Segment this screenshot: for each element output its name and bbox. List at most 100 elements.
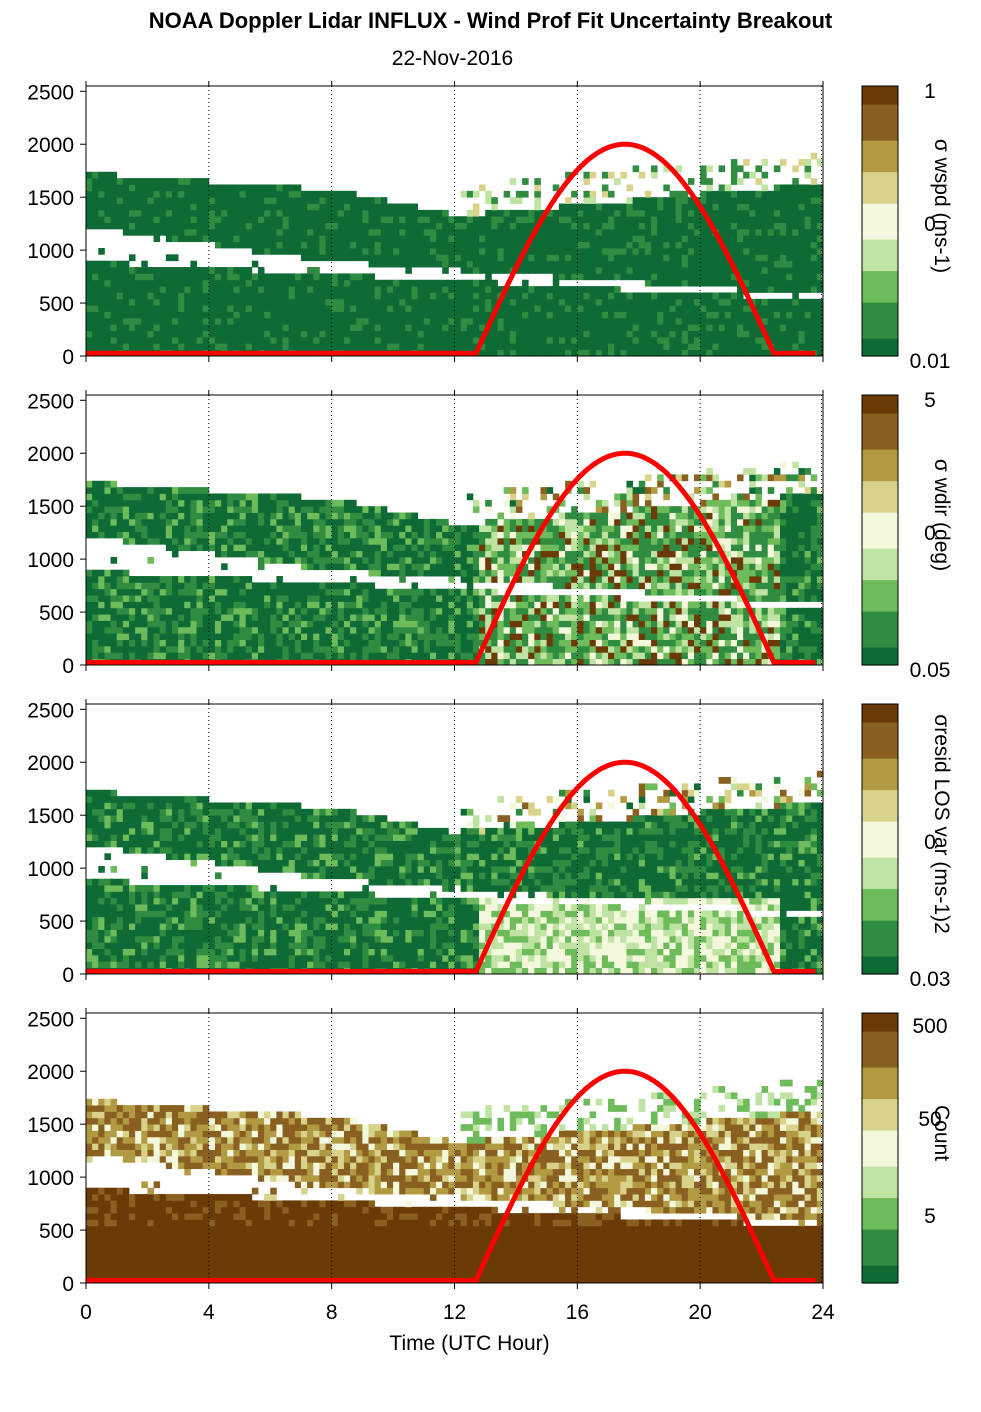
heatmap-cell	[368, 241, 376, 249]
heatmap-cell	[503, 614, 511, 621]
heatmap-cell	[343, 241, 351, 249]
heatmap-cell	[319, 525, 326, 532]
heatmap-cell	[386, 298, 394, 306]
heatmap-cell	[184, 317, 191, 325]
heatmap-cell	[190, 209, 197, 217]
heatmap-cell	[116, 203, 124, 211]
heatmap-cell	[122, 639, 130, 647]
heatmap-cell	[104, 298, 111, 306]
heatmap-cell	[245, 235, 253, 243]
heatmap-cell	[429, 626, 437, 634]
heatmap-cell	[571, 658, 578, 666]
heatmap-cell	[288, 343, 296, 351]
heatmap-cell	[245, 330, 253, 338]
heatmap-cell	[135, 311, 142, 319]
heatmap-cell	[227, 343, 234, 351]
heatmap-cell	[98, 267, 105, 274]
heatmap-cell	[251, 512, 259, 520]
heatmap-cell	[288, 286, 296, 293]
heatmap-cell	[583, 544, 591, 552]
heatmap-cell	[86, 178, 93, 185]
heatmap-cell	[804, 330, 812, 338]
heatmap-cell	[491, 645, 498, 653]
heatmap-cell	[423, 563, 431, 571]
heatmap-cell	[110, 279, 118, 287]
heatmap-cell	[466, 298, 474, 306]
heatmap-cell	[675, 292, 683, 300]
heatmap-cell	[233, 292, 240, 300]
heatmap-cell	[515, 525, 523, 532]
heatmap-cell	[522, 178, 529, 185]
heatmap-cell	[221, 595, 228, 602]
heatmap-cell	[411, 235, 419, 243]
heatmap-cell	[700, 165, 707, 173]
heatmap-cell	[190, 298, 197, 306]
heatmap-cell	[534, 324, 541, 331]
heatmap-cell	[804, 260, 812, 268]
heatmap-cell	[343, 235, 351, 243]
heatmap-cell	[798, 216, 805, 223]
heatmap-cell	[208, 267, 216, 274]
heatmap-cell	[583, 525, 591, 532]
heatmap-cell	[577, 317, 584, 325]
heatmap-cell	[780, 311, 787, 319]
heatmap-cell	[98, 582, 105, 590]
heatmap-cell	[626, 203, 634, 211]
heatmap-cell	[196, 298, 204, 306]
heatmap-cell	[368, 317, 376, 325]
heatmap-cell	[773, 216, 781, 223]
heatmap-cell	[92, 317, 99, 325]
heatmap-cell	[571, 343, 578, 351]
heatmap-cell	[583, 317, 591, 325]
heatmap-cell	[405, 620, 412, 628]
heatmap-cell	[687, 267, 695, 274]
heatmap-cell	[497, 639, 505, 647]
heatmap-cell	[583, 216, 591, 223]
heatmap-cell	[479, 557, 486, 564]
heatmap-cell	[460, 254, 468, 262]
heatmap-cell	[454, 254, 462, 262]
heatmap-cell	[264, 222, 271, 230]
heatmap-cell	[454, 537, 462, 545]
heatmap-cell	[460, 588, 468, 596]
heatmap-cell	[423, 343, 431, 351]
heatmap-cell	[528, 633, 535, 640]
heatmap-cell	[614, 305, 621, 312]
heatmap-cell	[737, 286, 744, 293]
heatmap-cell	[546, 531, 554, 539]
heatmap-cell	[675, 248, 683, 255]
heatmap-cell	[257, 626, 265, 634]
heatmap-cell	[141, 499, 148, 507]
heatmap-cell	[534, 658, 541, 666]
heatmap-cell	[184, 487, 191, 494]
heatmap-cell	[153, 343, 161, 351]
heatmap-cell	[171, 311, 179, 319]
heatmap-cell	[534, 203, 541, 211]
heatmap-cell	[282, 298, 290, 306]
heatmap-cell	[122, 286, 130, 293]
heatmap-cell	[147, 305, 154, 312]
heatmap-cell	[595, 203, 603, 211]
heatmap-cell	[466, 190, 474, 198]
heatmap-cell	[743, 305, 750, 312]
heatmap-cell	[571, 209, 578, 217]
heatmap-cell	[724, 324, 732, 331]
heatmap-cell	[147, 184, 154, 192]
heatmap-cell	[325, 248, 333, 255]
heatmap-cell	[350, 506, 357, 513]
heatmap-cell	[737, 165, 744, 173]
heatmap-cell	[264, 248, 271, 255]
heatmap-cell	[583, 531, 591, 539]
heatmap-cell	[171, 286, 179, 293]
heatmap-cell	[663, 292, 670, 300]
heatmap-cell	[417, 633, 425, 640]
heatmap-cell	[380, 336, 388, 344]
heatmap-cell	[491, 222, 498, 230]
heatmap-cell	[448, 235, 455, 243]
heatmap-cell	[737, 336, 744, 344]
heatmap-cell	[294, 279, 302, 287]
heatmap-cell	[663, 336, 670, 344]
heatmap-cell	[472, 588, 480, 596]
heatmap-cell	[122, 178, 130, 185]
heatmap-cell	[816, 286, 824, 293]
